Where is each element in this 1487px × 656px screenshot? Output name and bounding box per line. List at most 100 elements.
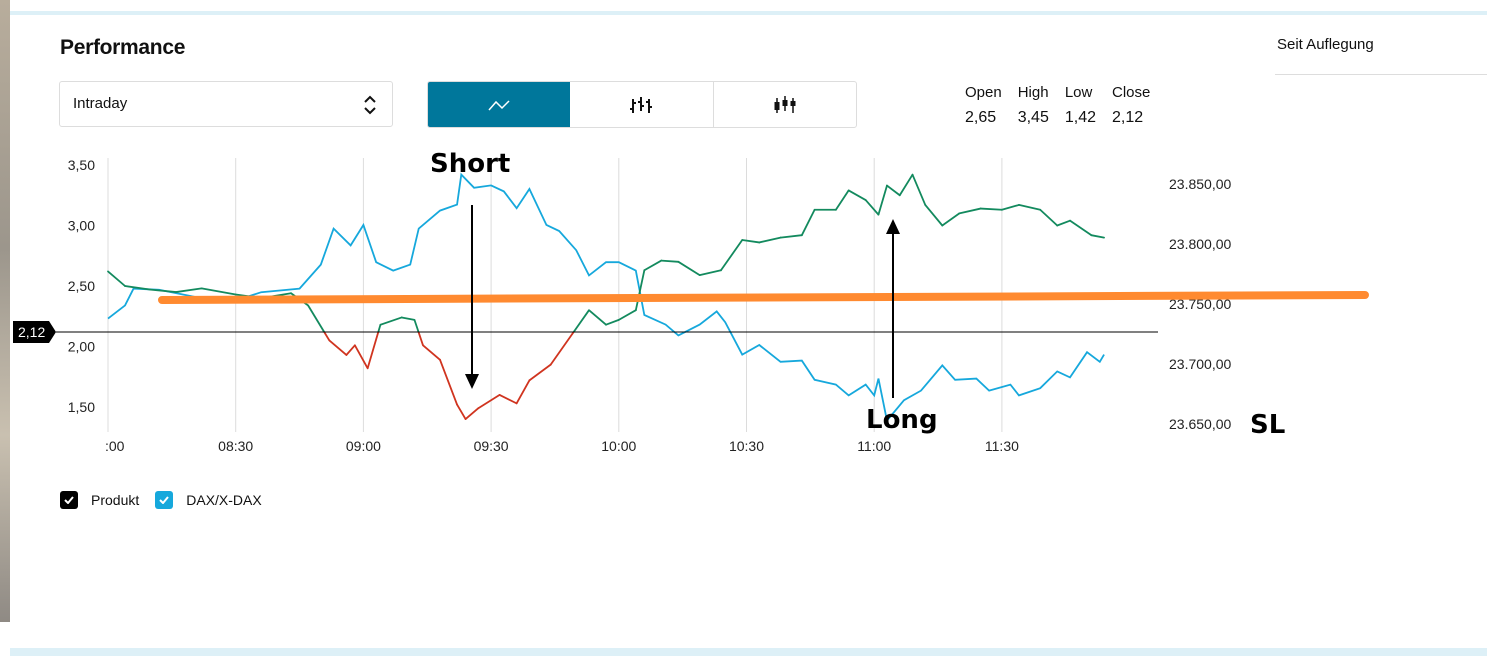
produkt-series-segment: [323, 331, 331, 341]
stop-loss-annotation: SL: [1250, 410, 1285, 440]
produkt-series-segment: [366, 331, 380, 369]
ohlc-label: Close: [1111, 84, 1151, 101]
ohlc-bars-icon: [630, 96, 653, 113]
ohlc-chart-button[interactable]: [570, 82, 714, 127]
period-select[interactable]: Intraday: [59, 81, 393, 127]
produkt-series-segment: [800, 208, 816, 237]
produkt-series-segment: [1069, 219, 1093, 237]
produkt-series-segment: [864, 199, 880, 216]
tab-divider: [1275, 74, 1487, 75]
y-right-tick-label: 23.650,00: [1169, 416, 1231, 432]
produkt-series-segment: [877, 184, 888, 216]
ohlc-label: Low: [1064, 84, 1093, 101]
short-annotation: Short: [430, 149, 510, 179]
produkt-series-segment: [698, 269, 722, 277]
produkt-series-segment: [149, 288, 178, 293]
ohlc-value: 2,65: [965, 109, 997, 126]
x-tick-label: :00: [105, 438, 125, 454]
close-marker-label: 2,12: [18, 324, 45, 340]
section-title: Performance: [60, 36, 186, 59]
produkt-series-segment: [528, 363, 552, 382]
top-border: [10, 11, 1487, 15]
x-tick-label: 11:00: [857, 438, 891, 454]
produkt-series-segment: [549, 333, 573, 366]
ohlc-summary: Open 2,65 High 3,45 Low 1,42 Close 2,12: [965, 80, 1150, 130]
ohlc-value: 3,45: [1017, 109, 1049, 126]
long-annotation: Long: [866, 405, 938, 435]
background-photo-strip: [0, 0, 10, 622]
period-select-value: Intraday: [73, 95, 128, 112]
produkt-series-segment: [758, 236, 782, 244]
produkt-series-segment: [886, 184, 901, 197]
produkt-series-segment: [328, 339, 348, 356]
produkt-series-segment: [1001, 204, 1020, 211]
produkt-series-segment: [605, 318, 620, 326]
x-tick-label: 10:00: [601, 438, 636, 454]
produkt-series-segment: [124, 285, 152, 291]
x-tick-label: 09:30: [474, 438, 509, 454]
long-arrow-head: [886, 219, 900, 234]
ohlc-high: High 3,45: [1018, 80, 1049, 130]
produkt-series-segment: [400, 316, 416, 321]
x-tick-label: 11:30: [985, 438, 1019, 454]
y-left-tick-label: 1,50: [68, 399, 95, 415]
y-left-tick-label: 2,50: [68, 278, 95, 294]
produkt-series-segment: [498, 393, 518, 405]
candlestick-chart-button[interactable]: [714, 82, 856, 127]
produkt-series-segment: [572, 309, 590, 333]
produkt-series-segment: [1090, 234, 1105, 239]
produkt-series-segment: [924, 204, 944, 227]
produkt-series-segment: [1039, 208, 1059, 227]
produkt-series-segment: [107, 270, 126, 287]
produkt-series-segment: [353, 344, 369, 370]
produkt-series-segment: [1056, 219, 1071, 227]
produkt-series-segment: [941, 212, 961, 227]
x-tick-label: 08:30: [218, 438, 253, 454]
line-chart-button[interactable]: [428, 82, 571, 127]
produkt-series-segment: [422, 344, 441, 361]
candlestick-icon: [774, 95, 796, 113]
y-left-tick-label: 2,00: [68, 339, 95, 355]
produkt-series-segment: [456, 403, 467, 421]
y-right-tick-label: 23.800,00: [1169, 236, 1231, 252]
produkt-series-segment: [720, 239, 744, 272]
produkt-series-segment: [307, 304, 325, 333]
ohlc-value: 1,42: [1064, 109, 1096, 126]
produkt-series-segment: [643, 259, 663, 272]
produkt-series-segment: [979, 207, 1003, 211]
produkt-series-segment: [911, 173, 927, 206]
produkt-series-segment: [477, 393, 501, 410]
checkmark-icon: [64, 496, 74, 504]
ohlc-label: High: [1017, 84, 1049, 101]
ohlc-open: Open 2,65: [965, 80, 1002, 130]
produkt-series-segment: [588, 309, 607, 326]
legend-label-produkt: Produkt: [91, 492, 140, 508]
produkt-series-segment: [379, 316, 403, 326]
dax-checkbox[interactable]: [155, 491, 174, 509]
produkt-series-segment: [847, 189, 867, 201]
y-left-tick-label: 3,50: [68, 157, 95, 173]
produkt-series-segment: [898, 173, 914, 197]
produkt-series-segment: [417, 331, 424, 346]
bottom-border: [10, 648, 1487, 656]
produkt-series-segment: [779, 234, 803, 239]
produkt-series-segment: [464, 407, 480, 421]
produkt-series-segment: [617, 309, 637, 321]
produkt-series-segment: [741, 239, 761, 244]
ohlc-low: Low 1,42: [1065, 80, 1096, 130]
produkt-series-segment: [660, 259, 680, 263]
chart-type-toggle[interactable]: [427, 81, 857, 128]
produkt-series-segment: [515, 379, 531, 405]
y-right-tick-label: 23.700,00: [1169, 356, 1231, 372]
chevron-up-down-icon: [364, 95, 376, 115]
chart-legend: Produkt DAX/X-DAX: [60, 491, 278, 509]
tab-seit-auflegung[interactable]: Seit Auflegung: [1277, 36, 1374, 53]
close-marker-tag: [13, 320, 56, 343]
produkt-series-segment: [413, 319, 420, 333]
y-left-tick-label: 3,00: [68, 218, 95, 234]
produkt-series-segment: [958, 207, 982, 215]
checkmark-icon: [159, 496, 170, 504]
produkt-checkbox[interactable]: [60, 491, 78, 509]
y-right-tick-label: 23.750,00: [1169, 296, 1231, 312]
